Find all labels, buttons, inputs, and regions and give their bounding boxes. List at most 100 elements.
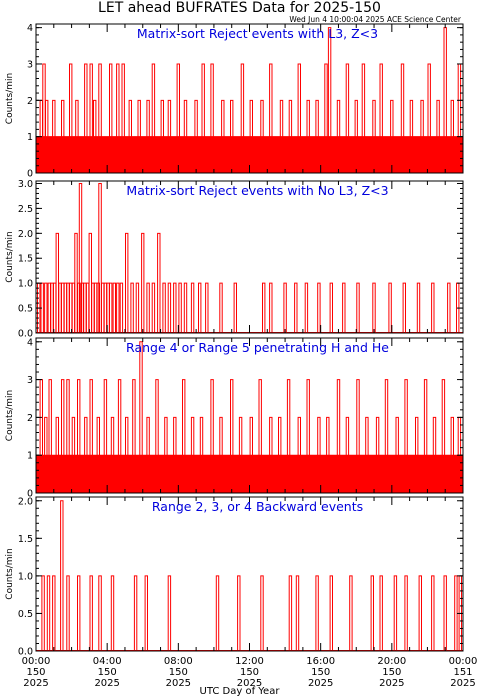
data-spike-2-11	[66, 282, 70, 333]
data-spike-2-51	[283, 282, 287, 333]
data-spike-3-5	[61, 379, 65, 493]
data-spike-1-19	[160, 99, 164, 173]
data-spike-1-27	[230, 99, 234, 173]
data-spike-1-52	[450, 99, 454, 173]
x-tick-label-2-time: 04:00	[93, 656, 122, 667]
data-spike-3-28	[238, 416, 243, 493]
data-spike-2-14	[74, 232, 78, 333]
data-spike-1-8	[84, 63, 88, 173]
data-spike-1-48	[420, 99, 424, 173]
data-spike-1-3	[45, 99, 49, 173]
data-spike-1-25	[210, 63, 214, 173]
data-spike-2-26	[103, 282, 108, 333]
x-tick-label-6-doy: 150	[382, 667, 401, 678]
data-spike-2-33	[130, 282, 134, 333]
data-spike-2-47	[219, 282, 223, 333]
data-spike-3-38	[336, 379, 341, 493]
data-spike-2-5	[50, 282, 54, 333]
data-spike-2-6	[53, 282, 57, 333]
data-spike-3-15	[125, 416, 129, 493]
data-spike-3-14	[117, 379, 122, 493]
data-spike-3-41	[365, 416, 369, 493]
data-spike-3-20	[164, 416, 168, 493]
data-spike-2-61	[416, 282, 421, 333]
data-spike-3-32	[278, 416, 282, 493]
data-spike-2-17	[80, 282, 84, 333]
data-spike-2-12	[69, 282, 73, 333]
data-spike-1-4	[52, 99, 56, 173]
panel-frame-4	[35, 496, 464, 652]
data-spike-1-39	[336, 99, 341, 173]
data-spike-3-18	[146, 416, 150, 493]
x-tick-label-5-time: 16:00	[306, 656, 335, 667]
data-spike-3-48	[432, 416, 437, 493]
data-spike-4-20	[349, 575, 353, 651]
data-spike-3-21	[173, 416, 177, 493]
data-spike-1-9	[89, 63, 93, 173]
data-spike-2-39	[162, 282, 166, 333]
data-spike-2-59	[388, 282, 392, 333]
data-spike-1-45	[390, 99, 394, 173]
data-spike-1-40	[345, 63, 350, 173]
data-spike-3-49	[441, 379, 446, 493]
x-tick-label-5-doy: 150	[311, 667, 330, 678]
data-spike-1-50	[436, 99, 440, 173]
y-tick-label-3-3: 2	[27, 413, 33, 424]
data-spike-1-33	[288, 99, 293, 173]
x-tick-label-4-doy: 150	[240, 667, 259, 678]
data-spike-2-57	[356, 282, 360, 333]
data-spike-3-36	[317, 416, 321, 493]
data-spike-1-46	[400, 63, 405, 173]
data-spike-3-25	[210, 379, 214, 493]
data-spike-2-34	[135, 282, 140, 333]
y-tick-label-3-2: 1	[27, 451, 33, 462]
data-spike-2-32	[125, 232, 129, 333]
data-spike-3-50	[450, 416, 454, 493]
data-spike-1-30	[260, 99, 264, 173]
data-spike-2-30	[116, 282, 120, 333]
data-spike-1-23	[194, 99, 198, 173]
data-spike-3-24	[199, 416, 204, 493]
data-spike-3-40	[356, 379, 360, 493]
data-spike-3-22	[182, 379, 186, 493]
data-spike-2-60	[402, 282, 406, 333]
y-tick-label-2-4: 1.5	[18, 254, 33, 265]
x-tick-label-3-time: 08:00	[164, 656, 193, 667]
data-spike-2-42	[178, 282, 182, 333]
data-spike-2-29	[112, 282, 116, 333]
data-spike-2-15	[77, 282, 81, 333]
data-spike-3-13	[110, 416, 115, 493]
y-tick-label-2-2: 0.5	[18, 304, 33, 315]
data-spike-2-50	[269, 282, 273, 333]
y-axis-label-4: Counts/min	[5, 548, 15, 599]
y-tick-label-1-1: 0	[27, 169, 33, 180]
data-spike-2-37	[151, 282, 156, 333]
y-tick-label-2-3: 1.0	[18, 279, 33, 290]
data-spike-2-7	[55, 232, 59, 333]
data-spike-1-44	[379, 63, 383, 173]
data-spike-4-13	[215, 575, 220, 651]
data-spike-4-11	[144, 575, 148, 651]
data-spike-3-43	[384, 379, 389, 493]
data-spike-2-31	[119, 282, 124, 333]
data-spike-3-16	[132, 379, 136, 493]
data-spike-1-20	[167, 99, 172, 173]
data-spike-2-18	[83, 282, 87, 333]
data-spike-1-43	[372, 99, 376, 173]
data-spike-1-42	[361, 63, 366, 173]
data-spike-2-43	[183, 282, 188, 333]
data-spike-1-15	[128, 99, 132, 173]
data-spike-3-23	[190, 416, 195, 493]
data-spike-4-15	[260, 575, 264, 651]
data-spike-3-39	[345, 416, 350, 493]
data-spike-2-25	[101, 282, 105, 333]
data-spike-4-12	[167, 575, 172, 651]
data-spike-2-3	[44, 282, 48, 333]
data-spike-4-19	[329, 575, 333, 651]
data-spike-1-18	[151, 63, 156, 173]
data-spike-3-33	[286, 379, 291, 493]
x-tick-label-7-time: 00:00	[449, 656, 478, 667]
data-spike-1-37	[324, 63, 328, 173]
data-spike-2-62	[431, 282, 435, 333]
y-tick-label-4-4: 1.5	[18, 534, 33, 545]
